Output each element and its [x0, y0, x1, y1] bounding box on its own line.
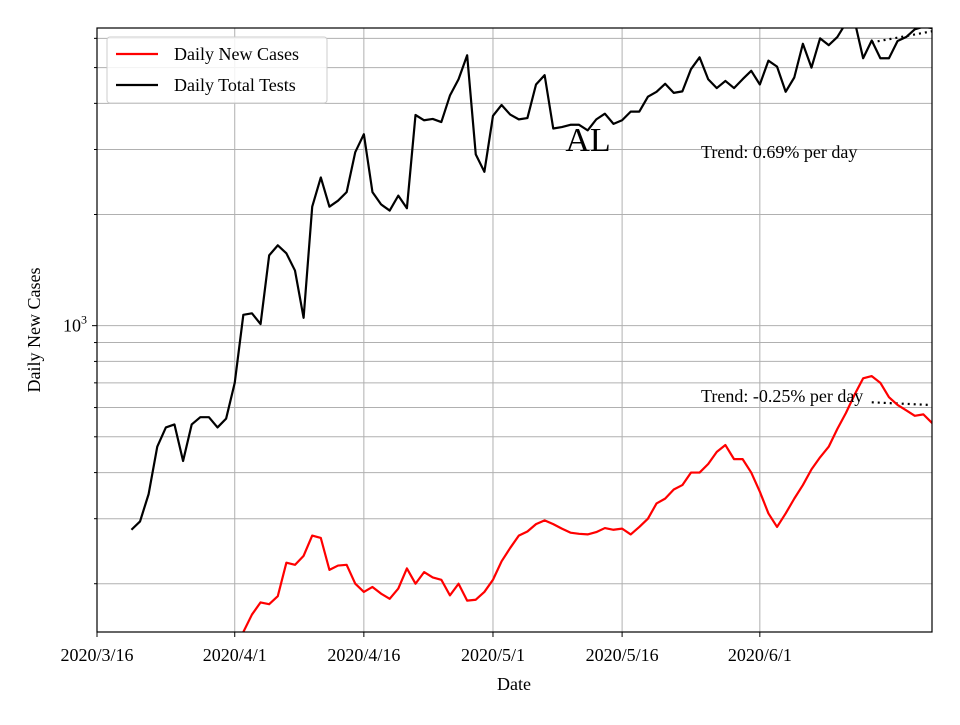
legend-label-daily-new-cases: Daily New Cases — [174, 44, 299, 64]
legend-box — [106, 36, 328, 104]
y-axis-label: Daily New Cases — [24, 268, 44, 393]
trend-line-cases — [871, 401, 932, 407]
trend-annotation-tests: Trend: 0.69% per day — [701, 142, 857, 162]
y-axis-ticks: 103 — [63, 37, 97, 585]
series-lines — [130, 28, 932, 632]
plot-frame — [96, 27, 933, 633]
trend-lines — [871, 30, 932, 407]
series-line-daily-total-tests — [130, 28, 932, 531]
x-tick-label: 2020/4/1 — [203, 645, 267, 665]
x-axis-ticks: 2020/3/16 2020/4/1 2020/4/16 2020/5/1 2020/5… — [60, 632, 792, 665]
legend: Daily New Cases Daily Total Tests — [106, 36, 328, 104]
grid-lines — [96, 28, 932, 632]
trend-line-tests — [871, 30, 932, 44]
series-line-daily-new-cases — [242, 375, 932, 632]
trend-annotation-cases: Trend: -0.25% per day — [701, 386, 863, 406]
x-tick-label: 2020/3/16 — [60, 645, 133, 665]
x-tick-label: 2020/5/1 — [461, 645, 525, 665]
legend-label-daily-total-tests: Daily Total Tests — [174, 75, 296, 95]
x-tick-label: 2020/4/16 — [327, 645, 400, 665]
x-tick-label: 2020/6/1 — [728, 645, 792, 665]
y-tick-label: 103 — [63, 313, 87, 336]
x-axis-label: Date — [497, 674, 531, 694]
chart-title: AL — [565, 122, 610, 159]
x-tick-label: 2020/5/16 — [586, 645, 659, 665]
